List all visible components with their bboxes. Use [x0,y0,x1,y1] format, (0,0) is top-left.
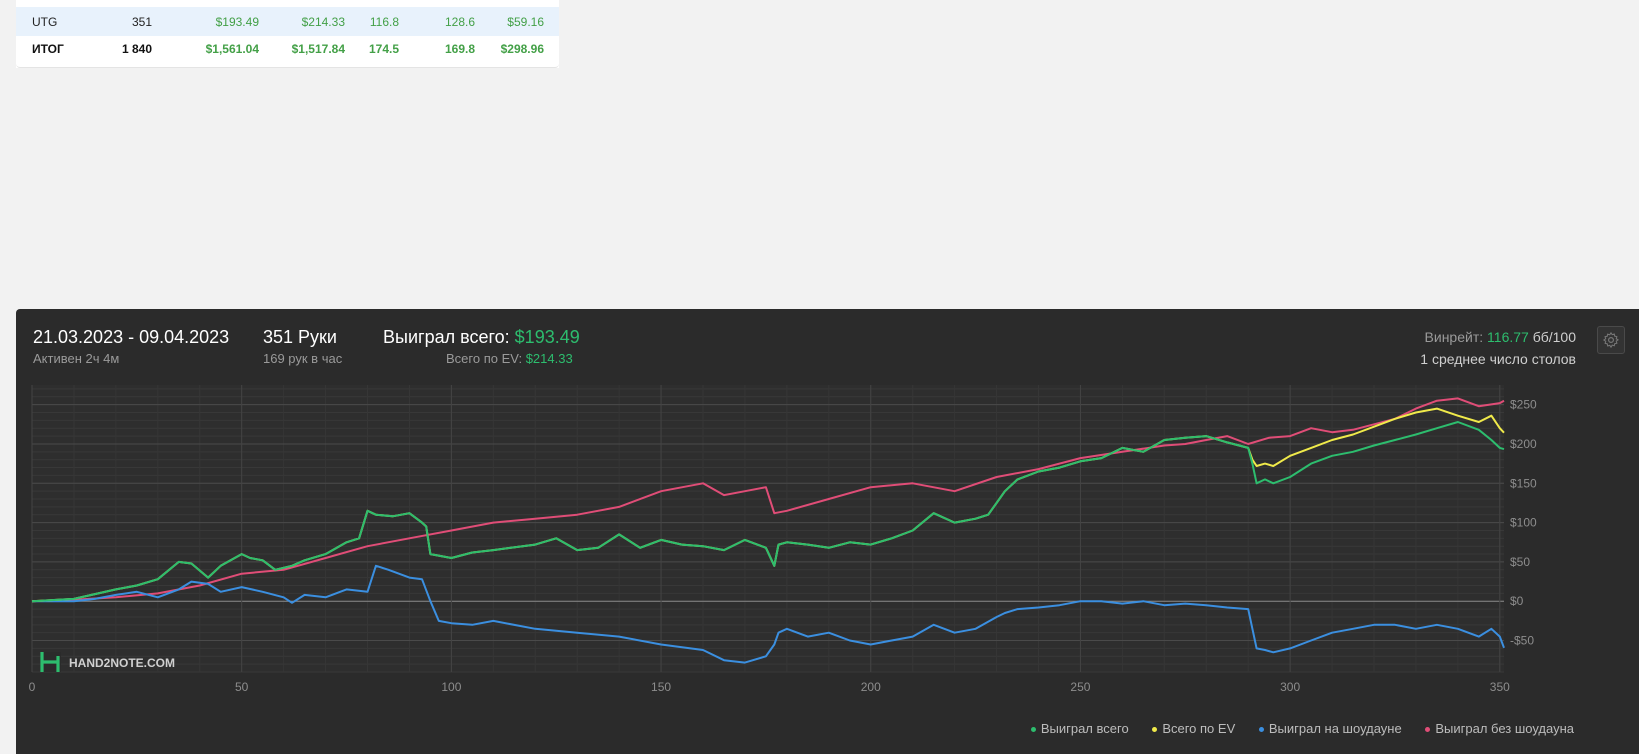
labels-layer: $250 $200 $150 $100 $50 $0 -$50 0 50 100 150 200 250… [29,398,1537,694]
legend-label: Всего по EV [1162,721,1236,736]
y-tick-label: $100 [1510,516,1537,530]
x-tick-label: 150 [651,680,671,694]
x-tick-label: 350 [1490,680,1510,694]
watermark-logo: HAND2NOTE.COM [40,652,175,672]
legend-label: Выиграл на шоудауне [1268,721,1402,736]
x-tick-label: 200 [861,680,881,694]
y-tick-label: -$50 [1510,634,1534,648]
winrate-label: Винрейт: [1424,329,1484,345]
won-value: $193.49 [215,15,259,29]
legend-item[interactable]: Всего по EV [1152,721,1235,736]
legend-item[interactable]: Выиграл на шоудауне [1258,721,1402,736]
plot-background [32,385,1504,672]
legend-label: Выиграл без шоудауна [1435,721,1574,736]
lines-layer [31,397,1505,664]
ev-label: Всего по EV: [446,351,523,366]
won-label: Выиграл всего: [383,327,510,347]
table-row-cut [16,0,559,7]
legend-item[interactable]: Выиграл без шоудауна [1425,721,1574,736]
won-value: $193.49 [514,327,580,347]
stats-table: UTG 351 $193.49 $214.33 116.8 128.6 $59.… [16,0,559,68]
table-row[interactable]: UTG 351 $193.49 $214.33 116.8 128.6 $59.… [16,7,559,36]
chart-legend: Выиграл всего Всего по EV Выиграл на шоу… [16,721,1574,736]
x-tick-label: 0 [29,680,36,694]
x-tick-label: 300 [1280,680,1300,694]
total-hands: 1 840 [121,42,152,56]
legend-dot [1258,727,1264,733]
winrate-value: 116.77 [1487,329,1529,345]
x-tick-label: 50 [235,680,249,694]
table-total-row: ИТОГ 1 840 $1,561.04 $1,517.84 174.5 169… [16,36,559,68]
y-tick-label: $250 [1510,398,1537,412]
winrate: Винрейт: 116.77 бб/100 [1425,329,1576,345]
x-tick-label: 100 [441,680,461,694]
chart-area: $250 $200 $150 $100 $50 $0 -$50 0 50 100 150 200 250… [29,385,1537,694]
total-bb100: 174.5 [368,42,399,56]
series-line [31,421,1505,603]
legend-dot [1030,727,1036,733]
legend-dot [1152,727,1158,733]
ev-value: $214.33 [525,351,573,366]
showdown-value: $59.16 [507,15,544,29]
x-tick-label: 250 [1070,680,1090,694]
total-ev-bb100: 169.8 [444,42,475,56]
watermark-text: HAND2NOTE.COM [69,656,175,670]
hands-count: 351 [131,15,152,29]
total-ev: $1,517.84 [291,42,345,56]
y-tick-label: $0 [1510,594,1524,608]
legend-label: Выиграл всего [1040,721,1129,736]
position-name: UTG [32,15,58,29]
legend-item[interactable]: Выиграл всего [1030,721,1129,736]
series-line [31,397,1505,603]
hands-total: 351 Руки [263,327,337,347]
bb100-value: 116.8 [369,15,399,29]
y-tick-label: $150 [1510,476,1537,490]
ev-total: Всего по EV: $214.33 [446,351,573,366]
y-tick-label: $200 [1510,437,1537,451]
total-label: ИТОГ [32,42,64,56]
ev-bb100-value: 128.6 [444,15,475,29]
logo-h [40,652,60,672]
ev-value: $214.33 [301,15,345,29]
gear-icon [1602,331,1619,349]
total-showdown: $298.96 [500,42,544,56]
active-time: Активен 2ч 4м [33,351,120,366]
total-won: $1,561.04 [205,42,259,56]
grid-layer [31,385,1504,673]
settings-button[interactable] [1597,326,1625,354]
won-total: Выиграл всего: $193.49 [383,327,580,348]
winrate-unit: бб/100 [1532,329,1576,345]
graph-panel: 21.03.2023 - 09.04.2023 Активен 2ч 4м 35… [16,309,1639,754]
hands-per-hour: 169 рук в час [263,351,343,366]
avg-tables: 1 среднее число столов [1420,351,1576,367]
legend-dot [1425,727,1431,733]
date-range: 21.03.2023 - 09.04.2023 [33,327,230,347]
y-tick-label: $50 [1510,555,1530,569]
series-line [32,564,1505,664]
